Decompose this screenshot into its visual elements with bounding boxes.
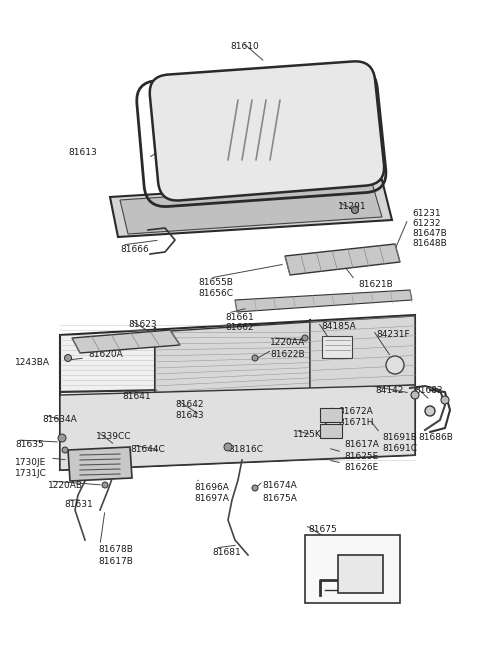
Text: 81682: 81682: [414, 386, 443, 395]
Text: 84185A: 84185A: [321, 322, 356, 331]
Text: 81656C: 81656C: [198, 289, 233, 298]
PathPatch shape: [150, 62, 384, 200]
FancyBboxPatch shape: [320, 408, 342, 422]
Text: 81623: 81623: [128, 320, 156, 329]
Text: 81617A: 81617A: [344, 440, 379, 449]
Circle shape: [252, 355, 258, 361]
Circle shape: [64, 354, 72, 362]
Polygon shape: [72, 330, 180, 353]
Text: 81626E: 81626E: [344, 463, 378, 472]
Polygon shape: [285, 244, 400, 275]
Text: 81635: 81635: [15, 440, 44, 449]
Circle shape: [58, 434, 66, 442]
Text: 1220AB: 1220AB: [48, 481, 83, 490]
FancyBboxPatch shape: [305, 535, 400, 603]
Text: 81681: 81681: [212, 548, 241, 557]
Text: 81671H: 81671H: [338, 418, 373, 427]
Text: 61231: 61231: [412, 209, 441, 218]
Circle shape: [425, 406, 435, 416]
Polygon shape: [60, 385, 415, 470]
Text: 81648B: 81648B: [412, 239, 447, 248]
Text: 81613: 81613: [68, 148, 97, 157]
Text: 81691B: 81691B: [382, 433, 417, 442]
Text: 81674A: 81674A: [262, 481, 297, 490]
Text: 1339CC: 1339CC: [96, 432, 132, 441]
Text: 1730JE: 1730JE: [15, 458, 46, 467]
Text: 81675A: 81675A: [262, 494, 297, 503]
Text: 81666: 81666: [120, 245, 149, 254]
Circle shape: [62, 447, 68, 453]
Text: 81625E: 81625E: [344, 452, 378, 461]
Circle shape: [102, 482, 108, 488]
Text: 84142: 84142: [375, 386, 403, 395]
Text: 1220AA: 1220AA: [270, 338, 305, 347]
Text: 81617B: 81617B: [98, 557, 133, 566]
Polygon shape: [120, 183, 382, 234]
Circle shape: [224, 443, 232, 451]
Text: 81620A: 81620A: [88, 350, 123, 359]
Circle shape: [302, 335, 308, 341]
Polygon shape: [60, 315, 415, 470]
Text: 1243BA: 1243BA: [15, 358, 50, 367]
Text: 81641: 81641: [122, 392, 151, 401]
Text: 81675: 81675: [308, 525, 337, 534]
Text: 81697A: 81697A: [194, 494, 229, 503]
Text: 84231F: 84231F: [376, 330, 409, 339]
Polygon shape: [155, 322, 310, 398]
Text: 1731JC: 1731JC: [15, 469, 47, 478]
Circle shape: [441, 396, 449, 404]
Text: 81634A: 81634A: [42, 415, 77, 424]
Text: 81621B: 81621B: [358, 280, 393, 289]
Polygon shape: [310, 316, 415, 390]
Text: 81691C: 81691C: [382, 444, 417, 453]
Circle shape: [386, 356, 404, 374]
Text: 81647B: 81647B: [412, 229, 447, 238]
Text: 81672A: 81672A: [338, 407, 373, 416]
Text: 81644C: 81644C: [130, 445, 165, 454]
Text: 81655B: 81655B: [198, 278, 233, 287]
Polygon shape: [235, 290, 412, 312]
Circle shape: [351, 206, 359, 214]
Text: 81631: 81631: [64, 500, 93, 509]
Circle shape: [252, 485, 258, 491]
Text: 81816C: 81816C: [228, 445, 263, 454]
FancyBboxPatch shape: [320, 424, 342, 438]
Text: 81661: 81661: [225, 313, 254, 322]
Text: 81686B: 81686B: [418, 433, 453, 442]
Polygon shape: [68, 447, 132, 481]
Text: 81643: 81643: [175, 411, 204, 420]
FancyBboxPatch shape: [322, 336, 352, 358]
Text: 81610: 81610: [230, 42, 259, 51]
Text: 81696A: 81696A: [194, 483, 229, 492]
Polygon shape: [110, 180, 392, 237]
Text: 81662: 81662: [225, 323, 253, 332]
FancyBboxPatch shape: [338, 555, 383, 593]
Text: 81642: 81642: [175, 400, 204, 409]
Circle shape: [411, 391, 419, 399]
Text: 11291: 11291: [338, 202, 367, 211]
Text: 81678B: 81678B: [98, 545, 133, 554]
Text: 81622B: 81622B: [270, 350, 305, 359]
Text: 61232: 61232: [412, 219, 441, 228]
Text: 1125KB: 1125KB: [293, 430, 328, 439]
